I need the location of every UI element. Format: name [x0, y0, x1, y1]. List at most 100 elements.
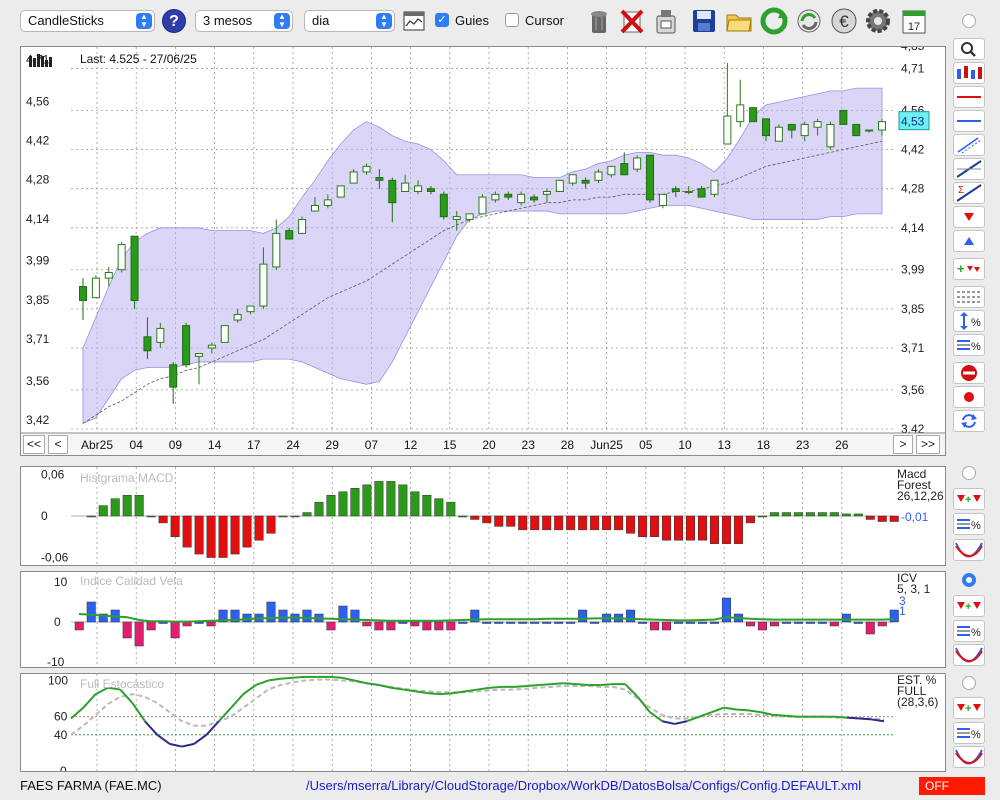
stop-button[interactable] — [953, 362, 985, 384]
config-path-link[interactable]: /Users/mserra/Library/CloudStorage/Dropb… — [306, 778, 862, 793]
sync-arrows-icon — [961, 414, 977, 428]
period-select[interactable]: 3 mesos ▲ ▼ — [195, 10, 293, 32]
candle-body — [671, 188, 680, 193]
folder-icon[interactable] — [725, 6, 753, 36]
icv-bar — [769, 621, 779, 627]
interval-select[interactable]: dia ▲ ▼ — [304, 10, 395, 32]
svg-text:+: + — [957, 261, 965, 276]
date-tick-label: 15 — [443, 438, 457, 452]
stochastic-chart[interactable]: 100 60 40 0 Full Estocástico EST. %FULL(28,3,… — [21, 673, 945, 778]
icv-signal-button[interactable]: + — [953, 595, 985, 617]
trend-line-tool-button[interactable] — [953, 158, 985, 180]
nav-prev-button[interactable]: < — [48, 435, 68, 454]
icv-bar — [554, 621, 564, 624]
blue-line-tool-button[interactable] — [953, 110, 985, 132]
icv-bar — [721, 597, 731, 623]
help-icon[interactable]: ? — [162, 9, 186, 33]
date-tick-label: 23 — [522, 438, 536, 452]
scale-percent-button[interactable]: % — [953, 310, 985, 332]
cycle-icon[interactable] — [795, 6, 823, 36]
guides-checkbox[interactable]: ✓ — [435, 13, 449, 27]
macd-curve-button[interactable] — [953, 539, 985, 561]
fibonacci-tool-button[interactable]: Σ — [953, 182, 985, 204]
macd-bar — [314, 501, 324, 517]
candle-view-button[interactable] — [953, 62, 985, 84]
stochastic-k-segment — [280, 676, 293, 680]
bottle-icon[interactable] — [652, 6, 680, 36]
stochastic-panel-radio[interactable] — [962, 676, 976, 690]
no-entry-icon — [961, 365, 977, 381]
red-line-tool-button[interactable] — [953, 86, 985, 108]
cursor-checkbox[interactable] — [505, 13, 519, 27]
chevron-updown-icon: ▲ ▼ — [136, 13, 152, 29]
y-tick-label-left: 3,85 — [26, 293, 50, 307]
icv-panel-radio[interactable] — [962, 573, 976, 587]
y-tick-label-left: 4,56 — [26, 94, 50, 108]
stochastic-k-segment — [82, 693, 97, 709]
trash-icon[interactable] — [585, 6, 613, 36]
icv-bar — [326, 621, 336, 631]
macd-bar — [566, 515, 576, 531]
macd-bar — [422, 494, 432, 517]
stochastic-signal-button[interactable]: + — [953, 697, 985, 719]
candlestick-chart[interactable]: 4,71 4,56 4,42 4,28 4,14 3,99 3,85 3,71 3,56 3,42… — [21, 39, 945, 455]
percent-lines-button[interactable]: % — [953, 334, 985, 356]
icv-bar — [74, 621, 84, 631]
sync-button[interactable] — [953, 410, 985, 432]
macd-signal-button[interactable]: + — [953, 488, 985, 510]
date-tick-label: 24 — [286, 438, 300, 452]
add-signal-button[interactable]: + — [953, 258, 985, 280]
candle-body — [620, 163, 629, 176]
panel-radio-top[interactable] — [962, 14, 976, 28]
delete-icon[interactable] — [618, 6, 646, 36]
save-icon[interactable] — [690, 6, 718, 36]
stochastic-k-segment — [760, 711, 774, 716]
macd-bar — [290, 515, 300, 518]
icv-bar — [745, 621, 755, 627]
chart-window-icon[interactable] — [403, 11, 425, 31]
svg-text:€: € — [839, 12, 849, 31]
logo-bar — [45, 60, 48, 67]
stochastic-tick-label: 0 — [60, 764, 67, 771]
date-tick-label: 20 — [482, 438, 496, 452]
sell-arrow-button[interactable] — [953, 206, 985, 228]
macd-percent-button[interactable]: % — [953, 513, 985, 535]
candle-body — [349, 171, 358, 184]
candle-body — [607, 165, 616, 176]
record-button[interactable] — [953, 386, 985, 408]
stochastic-curve-button[interactable] — [953, 746, 985, 768]
icv-percent-button[interactable]: % — [953, 620, 985, 642]
calendar-icon[interactable]: 17 — [900, 6, 928, 36]
buy-arrow-button[interactable] — [953, 230, 985, 252]
status-off-button[interactable]: OFF — [919, 777, 985, 795]
nav-first-button[interactable]: << — [23, 435, 45, 454]
candle-body — [852, 123, 861, 137]
gear-icon[interactable] — [864, 6, 892, 36]
nav-next-button[interactable]: > — [893, 435, 913, 454]
icv-curve-button[interactable] — [953, 644, 985, 666]
stochastic-k-segment — [267, 677, 281, 682]
grid-lines-button[interactable] — [953, 286, 985, 308]
channel-tool-button[interactable] — [953, 134, 985, 156]
y-tick-label-left: 3,99 — [26, 254, 50, 268]
icv-tick-label: -10 — [47, 655, 65, 667]
nav-last-button[interactable]: >> — [916, 435, 940, 454]
refresh-icon[interactable] — [760, 6, 788, 36]
macd-panel-radio[interactable] — [962, 466, 976, 480]
icv-bar — [662, 621, 672, 631]
macd-chart[interactable]: 0,06 0 -0,06 Histgrama MACD MacdForest26,12,… — [21, 467, 945, 565]
candle-body — [298, 218, 307, 234]
stochastic-k-segment — [169, 742, 183, 748]
stochastic-k-segment — [563, 682, 577, 686]
euro-icon[interactable]: € — [830, 6, 858, 36]
zoom-tool-button[interactable] — [953, 38, 985, 60]
icv-tick-label: 10 — [54, 575, 68, 589]
stochastic-percent-button[interactable]: % — [953, 722, 985, 744]
candles-icon — [957, 66, 982, 79]
stochastic-k-segment — [415, 690, 429, 695]
icv-title: Indice Calidad Vela — [80, 574, 183, 588]
macd-bar — [793, 512, 803, 517]
icv-bar — [566, 621, 576, 624]
chart-type-select[interactable]: CandleSticks ▲ ▼ — [20, 10, 155, 32]
